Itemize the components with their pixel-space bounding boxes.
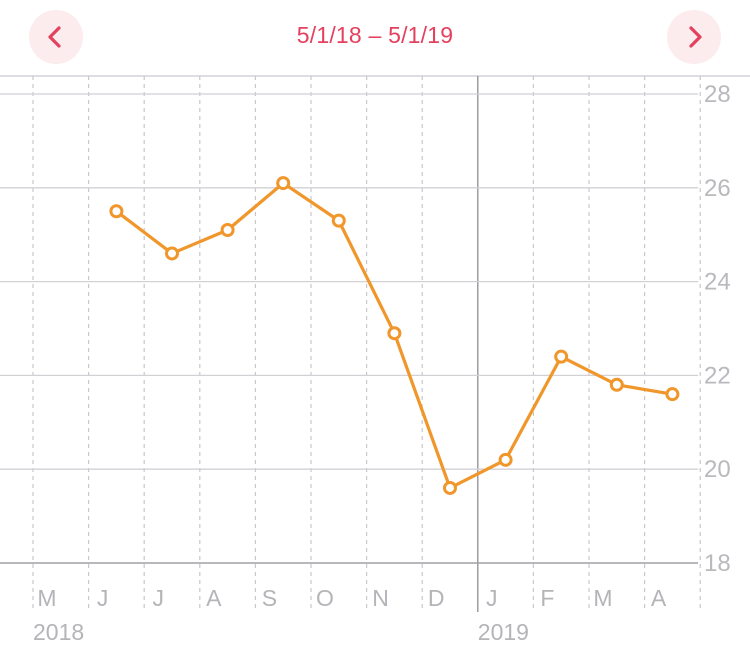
previous-range-button[interactable] xyxy=(29,10,83,64)
y-tick-label: 22 xyxy=(704,362,731,389)
y-tick-label: 18 xyxy=(704,550,731,577)
data-point xyxy=(443,480,457,495)
x-tick-label: S xyxy=(262,585,277,611)
data-point xyxy=(387,326,402,341)
data-point xyxy=(331,213,346,228)
chevron-left-icon xyxy=(48,26,61,48)
header: 5/1/18 – 5/1/19 xyxy=(0,0,750,76)
y-tick-label: 24 xyxy=(704,269,731,296)
x-tick-label: M xyxy=(37,585,56,611)
data-point xyxy=(665,387,680,402)
x-tick-label: J xyxy=(486,585,498,611)
x-tick-label: D xyxy=(428,585,445,611)
year-label: 2018 xyxy=(33,619,84,645)
data-point xyxy=(609,377,624,392)
data-point xyxy=(109,204,124,219)
year-label: 2019 xyxy=(478,619,529,645)
next-range-button[interactable] xyxy=(667,10,721,64)
y-tick-label: 20 xyxy=(704,456,731,483)
x-tick-label: F xyxy=(540,585,554,611)
y-tick-label: 28 xyxy=(704,81,731,108)
date-range-title: 5/1/18 – 5/1/19 xyxy=(296,22,454,48)
data-point xyxy=(220,223,235,238)
y-tick-label: 26 xyxy=(704,175,731,202)
x-tick-label: M xyxy=(593,585,612,611)
x-tick-label: A xyxy=(651,585,667,611)
x-tick-label: J xyxy=(152,585,164,611)
data-point xyxy=(498,452,513,467)
x-tick-label: A xyxy=(206,585,222,611)
x-tick-label: O xyxy=(316,585,334,611)
x-tick-label: N xyxy=(372,585,389,611)
chevron-right-icon xyxy=(689,26,702,48)
data-point xyxy=(165,246,179,261)
x-tick-label: J xyxy=(97,585,109,611)
data-point xyxy=(276,176,291,191)
data-point xyxy=(554,349,569,364)
